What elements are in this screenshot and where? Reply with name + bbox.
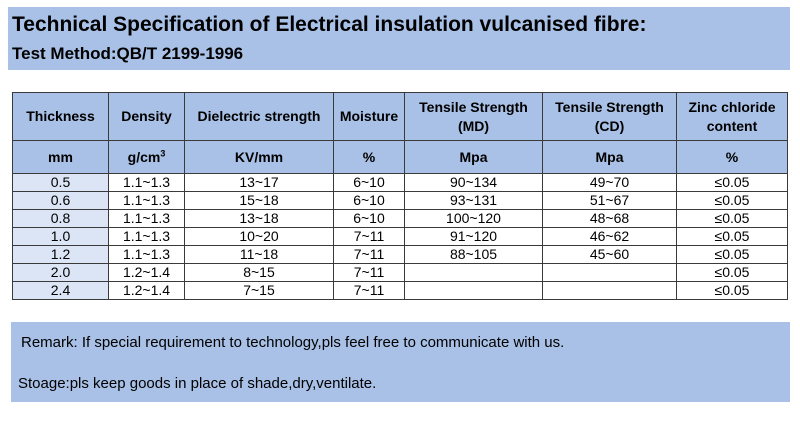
tensile-md-cell: 93~131: [404, 191, 543, 210]
tensile-md-cell: 90~134: [404, 173, 543, 192]
thickness-cell: 0.5: [12, 173, 109, 192]
moisture-cell: 6~10: [333, 191, 405, 210]
density-cell: 1.2~1.4: [108, 281, 185, 300]
dielectric-cell: 10~20: [184, 227, 334, 246]
moisture-cell: 7~11: [333, 263, 405, 282]
zinc-chloride-cell: ≤0.05: [676, 173, 788, 192]
dielectric-cell: 15~18: [184, 191, 334, 210]
moisture-cell: 7~11: [333, 227, 405, 246]
test-method-subtitle: Test Method:QB/T 2199-1996: [12, 44, 244, 63]
zinc-chloride-cell: ≤0.05: [676, 209, 788, 228]
thickness-cell: 2.4: [12, 281, 109, 300]
tensile-cd-cell: 51~67: [542, 191, 677, 210]
tensile-cd-cell: 48~68: [542, 209, 677, 228]
remark-text: Remark: If special requirement to techno…: [21, 334, 565, 351]
remarks-panel: Remark: If special requirement to techno…: [11, 322, 790, 402]
tensile-md-cell: 100~120: [404, 209, 543, 228]
tensile-cd-cell: 45~60: [542, 245, 677, 264]
thickness-cell: 0.8: [12, 209, 109, 228]
column-header-thickness: Thickness: [12, 92, 109, 141]
tensile-md-cell: [404, 281, 543, 300]
unit-tensile-cd: Mpa: [542, 140, 677, 174]
table-row: 0.6 1.1~1.3 15~18 6~10 93~131 51~67 ≤0.0…: [12, 191, 788, 210]
moisture-cell: 7~11: [333, 281, 405, 300]
column-header-moisture: Moisture: [333, 92, 405, 141]
thickness-cell: 2.0: [12, 263, 109, 282]
tensile-md-cell: 91~120: [404, 227, 543, 246]
density-cell: 1.1~1.3: [108, 173, 185, 192]
tensile-cd-cell: [542, 281, 677, 300]
table-row: 2.0 1.2~1.4 8~15 7~11 ≤0.05: [12, 263, 788, 282]
tensile-cd-cell: [542, 263, 677, 282]
moisture-cell: 6~10: [333, 209, 405, 228]
dielectric-cell: 13~17: [184, 173, 334, 192]
page-title: Technical Specification of Electrical in…: [12, 13, 647, 36]
storage-text: Stoage:pls keep goods in place of shade,…: [18, 375, 377, 392]
unit-thickness: mm: [12, 140, 109, 174]
tensile-md-cell: 88~105: [404, 245, 543, 264]
specification-table: Thickness Density Dielectric strength Mo…: [12, 92, 788, 300]
table-row: 1.0 1.1~1.3 10~20 7~11 91~120 46~62 ≤0.0…: [12, 227, 788, 246]
unit-tensile-md: Mpa: [404, 140, 543, 174]
table-row: 2.4 1.2~1.4 7~15 7~11 ≤0.05: [12, 281, 788, 300]
title-banner: Technical Specification of Electrical in…: [8, 7, 790, 70]
table-row: 0.8 1.1~1.3 13~18 6~10 100~120 48~68 ≤0.…: [12, 209, 788, 228]
dielectric-cell: 13~18: [184, 209, 334, 228]
zinc-chloride-cell: ≤0.05: [676, 227, 788, 246]
table-header-row: Thickness Density Dielectric strength Mo…: [12, 92, 788, 141]
tensile-cd-cell: 49~70: [542, 173, 677, 192]
density-cell: 1.1~1.3: [108, 191, 185, 210]
moisture-cell: 7~11: [333, 245, 405, 264]
zinc-chloride-cell: ≤0.05: [676, 281, 788, 300]
column-header-zinc-chloride: Zinc chloride content: [676, 92, 788, 141]
density-cell: 1.1~1.3: [108, 227, 185, 246]
zinc-chloride-cell: ≤0.05: [676, 245, 788, 264]
zinc-chloride-cell: ≤0.05: [676, 263, 788, 282]
moisture-cell: 6~10: [333, 173, 405, 192]
dielectric-cell: 7~15: [184, 281, 334, 300]
table-unit-row: mm g/cm3 KV/mm % Mpa Mpa %: [12, 140, 788, 174]
thickness-cell: 0.6: [12, 191, 109, 210]
tensile-md-cell: [404, 263, 543, 282]
unit-moisture: %: [333, 140, 405, 174]
column-header-dielectric-strength: Dielectric strength: [184, 92, 334, 141]
zinc-chloride-cell: ≤0.05: [676, 191, 788, 210]
dielectric-cell: 11~18: [184, 245, 334, 264]
dielectric-cell: 8~15: [184, 263, 334, 282]
column-header-tensile-cd: Tensile Strength (CD): [542, 92, 677, 141]
column-header-density: Density: [108, 92, 185, 141]
table-row: 1.2 1.1~1.3 11~18 7~11 88~105 45~60 ≤0.0…: [12, 245, 788, 264]
density-cell: 1.2~1.4: [108, 263, 185, 282]
thickness-cell: 1.0: [12, 227, 109, 246]
unit-dielectric-strength: KV/mm: [184, 140, 334, 174]
table-row: 0.5 1.1~1.3 13~17 6~10 90~134 49~70 ≤0.0…: [12, 173, 788, 192]
unit-density: g/cm3: [108, 140, 185, 174]
tensile-cd-cell: 46~62: [542, 227, 677, 246]
thickness-cell: 1.2: [12, 245, 109, 264]
density-cell: 1.1~1.3: [108, 209, 185, 228]
unit-zinc-chloride: %: [676, 140, 788, 174]
density-cell: 1.1~1.3: [108, 245, 185, 264]
column-header-tensile-md: Tensile Strength (MD): [404, 92, 543, 141]
